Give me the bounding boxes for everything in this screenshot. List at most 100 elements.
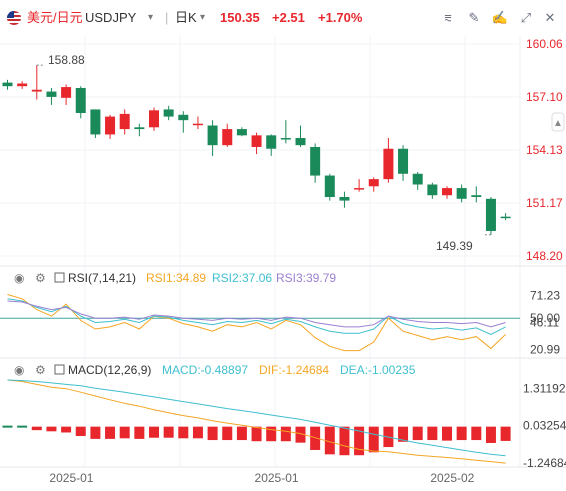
settings-icon[interactable]: ⚙ bbox=[35, 271, 46, 285]
grid bbox=[0, 36, 520, 467]
macd-histogram-bar bbox=[324, 426, 335, 455]
price-change: +2.51 bbox=[272, 10, 305, 25]
close-icon[interactable]: ✕ bbox=[544, 10, 556, 25]
macd-line-dif bbox=[7, 379, 506, 464]
macd-histogram-bar bbox=[149, 426, 159, 438]
rsi-tick-label: 71.23 bbox=[530, 288, 560, 302]
rsi-line-rsi2 bbox=[7, 298, 506, 335]
rsi1-legend: RSI1:34.89 bbox=[146, 271, 206, 285]
price-tick-label: 151.17 bbox=[526, 196, 563, 210]
collapse-button[interactable] bbox=[551, 112, 565, 132]
macd-tick-label: -1.24684 bbox=[523, 456, 566, 470]
rsi-line-rsi3 bbox=[7, 300, 506, 328]
chevron-up-icon[interactable]: ▲ bbox=[553, 118, 563, 129]
candle-body bbox=[178, 114, 189, 121]
macd-line-dea bbox=[7, 379, 506, 457]
macd-histogram-bar bbox=[75, 426, 86, 436]
candle-body bbox=[236, 129, 247, 136]
toolbar-divider: | bbox=[165, 10, 169, 25]
rsi-line-rsi1 bbox=[7, 294, 506, 352]
macd-histogram-bar bbox=[427, 426, 438, 441]
macd-histogram-bar bbox=[456, 426, 467, 441]
macd-histogram-bar bbox=[2, 425, 13, 428]
time-axis: 2025-01 2025-01 2025-02 bbox=[49, 471, 474, 485]
macd-histogram-bar bbox=[442, 426, 452, 441]
macd-legend: MACD:-0.48897 bbox=[162, 363, 248, 377]
candle-body bbox=[46, 91, 57, 97]
candle-body bbox=[442, 188, 452, 196]
macd-histogram-bar bbox=[471, 426, 482, 441]
macd-histogram-bar bbox=[119, 426, 130, 439]
eye-icon[interactable]: ◉ bbox=[14, 271, 24, 285]
macd-histogram-bar bbox=[192, 426, 203, 439]
macd-histogram-bar bbox=[368, 426, 379, 453]
macd-histogram-bar bbox=[134, 426, 145, 439]
candle-body bbox=[149, 110, 159, 128]
price-tick-label: 157.10 bbox=[526, 90, 563, 104]
candle-body bbox=[500, 216, 511, 219]
price-axis: 160.06 157.10 154.13 151.17 148.20 bbox=[526, 37, 563, 263]
symbol-name[interactable]: USDJPY bbox=[85, 10, 137, 25]
candle-body bbox=[471, 195, 482, 198]
chart-area: 160.06 157.10 154.13 151.17 148.20 158.88 14… bbox=[0, 36, 566, 485]
time-tick-label: 2025-01 bbox=[255, 471, 299, 485]
macd-tick-label: 1.31192 bbox=[523, 381, 566, 395]
macd-histogram-bar bbox=[46, 426, 57, 432]
macd-histogram-bar bbox=[266, 426, 277, 442]
expand-icon[interactable]: ⤢ bbox=[520, 10, 532, 25]
dea-legend: DEA:-1.00235 bbox=[340, 363, 416, 377]
candle-body bbox=[354, 188, 365, 190]
candle-body bbox=[427, 184, 438, 196]
price-tick-label: 154.13 bbox=[526, 143, 563, 157]
candles bbox=[2, 64, 511, 236]
candle-body bbox=[105, 116, 116, 135]
symbol-caret-icon[interactable]: ▾ bbox=[148, 12, 154, 23]
rsi-label: RSI(7,14,21) bbox=[68, 271, 136, 285]
macd-label: MACD(12,26,9) bbox=[68, 363, 151, 377]
candle-body bbox=[31, 89, 42, 92]
candle-body bbox=[134, 127, 145, 130]
settings-icon[interactable]: ⚙ bbox=[35, 363, 46, 377]
eye-icon[interactable]: ◉ bbox=[14, 363, 24, 377]
high-label: 158.88 bbox=[48, 53, 85, 67]
macd-histogram-bar bbox=[354, 426, 365, 456]
period-caret-icon[interactable]: ▾ bbox=[200, 12, 206, 23]
indicator-box-icon[interactable] bbox=[54, 272, 65, 283]
period-selector[interactable]: 日K bbox=[175, 10, 197, 25]
macd-histogram-bar bbox=[485, 426, 496, 443]
macd-histogram-bar bbox=[90, 426, 101, 439]
candle-body bbox=[295, 138, 306, 146]
rsi-lines bbox=[0, 294, 520, 352]
macd-histogram-bar bbox=[178, 426, 189, 439]
candle-body bbox=[324, 175, 335, 198]
time-tick-label: 2025-01 bbox=[49, 471, 93, 485]
draw-tool-icon[interactable]: ✎ bbox=[468, 10, 480, 25]
edit-icon[interactable]: ✍ bbox=[491, 10, 509, 25]
candle-body bbox=[61, 87, 72, 98]
candle-body bbox=[75, 87, 86, 113]
flag-icon bbox=[7, 11, 21, 25]
rsi3-legend: RSI3:39.79 bbox=[276, 271, 336, 285]
indicator-box-icon[interactable] bbox=[54, 364, 65, 375]
macd-histogram-bar bbox=[105, 426, 116, 439]
macd-histogram-bar bbox=[61, 426, 72, 433]
candle-body bbox=[251, 135, 262, 147]
pair-name[interactable]: 美元/日元 bbox=[27, 10, 83, 25]
candle-body bbox=[163, 109, 174, 117]
macd-axis: 1.31192 0.03254 -1.24684 bbox=[523, 381, 566, 470]
candle-body bbox=[368, 179, 379, 187]
price-change-pct: +1.70% bbox=[318, 10, 363, 25]
candle-body bbox=[17, 83, 28, 87]
candle-body bbox=[2, 82, 13, 87]
candle-body bbox=[90, 109, 101, 135]
macd-histogram-bar bbox=[163, 426, 174, 438]
macd-histogram-bar bbox=[31, 426, 42, 431]
line-chart-icon[interactable]: ⩳ bbox=[444, 10, 452, 25]
time-tick-label: 2025-02 bbox=[430, 471, 474, 485]
rsi-tick-label: 20.99 bbox=[530, 343, 560, 357]
candle-body bbox=[222, 129, 233, 146]
rsi2-legend: RSI2:37.06 bbox=[212, 271, 272, 285]
candle-body bbox=[280, 138, 291, 140]
candle-body bbox=[339, 197, 350, 201]
